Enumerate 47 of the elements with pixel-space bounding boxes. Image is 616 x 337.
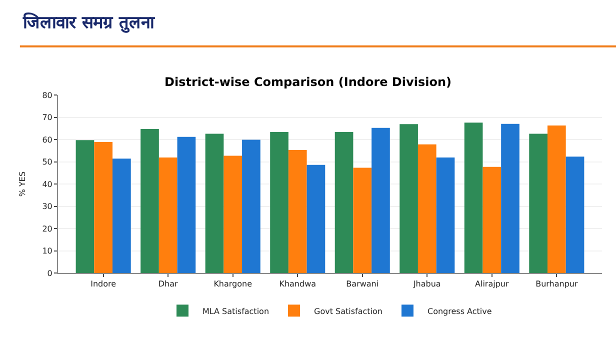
y-tick-label: 10 [42, 246, 52, 256]
bar [501, 124, 520, 273]
bar [94, 142, 113, 273]
y-tick-label: 40 [42, 180, 52, 189]
bar [270, 132, 288, 273]
bar [76, 140, 94, 273]
chart-title: District-wise Comparison (Indore Division) [164, 75, 452, 90]
bar [400, 124, 418, 273]
y-tick-label: 30 [42, 202, 52, 212]
bar [224, 156, 242, 273]
bar [177, 136, 196, 273]
bar [464, 122, 483, 273]
x-tick-label: Dhar [158, 280, 179, 289]
y-tick-label: 20 [42, 224, 52, 234]
bar [334, 132, 354, 273]
x-tick-label: Khandwa [279, 280, 316, 289]
x-tick-label: Barwani [346, 280, 379, 289]
bar [306, 164, 326, 273]
bar [482, 166, 502, 273]
x-tick-label: Indore [90, 280, 116, 289]
x-tick-label: Alirajpur [475, 280, 510, 289]
bar [112, 158, 131, 273]
text: जिलावार समग्र तुलना [22, 12, 155, 33]
y-tick-label: 80 [42, 90, 52, 100]
bar [436, 158, 455, 273]
x-tick-label: Jhabua [412, 280, 441, 289]
bar [372, 128, 390, 273]
y-axis-title: % YES [18, 171, 27, 197]
bar [205, 134, 224, 273]
bar [566, 156, 584, 273]
bar [288, 150, 307, 273]
x-tick-label: Burhanpur [536, 280, 578, 289]
bar [353, 168, 372, 273]
bar [547, 125, 566, 273]
bar [242, 140, 260, 273]
y-tick-label: 50 [42, 158, 52, 167]
legend-label: Congress Active [427, 306, 492, 316]
legend-label: MLA Satisfaction [202, 306, 270, 316]
y-tick-label: 70 [42, 113, 52, 122]
bar [529, 134, 548, 273]
bar [158, 158, 178, 273]
y-tick-label: 60 [42, 135, 52, 144]
y-tick-label: 0 [47, 268, 52, 278]
bar [140, 129, 159, 273]
bar [418, 144, 436, 273]
legend-label: Govt Satisfaction [314, 306, 382, 316]
x-tick-label: Khargone [214, 280, 252, 289]
